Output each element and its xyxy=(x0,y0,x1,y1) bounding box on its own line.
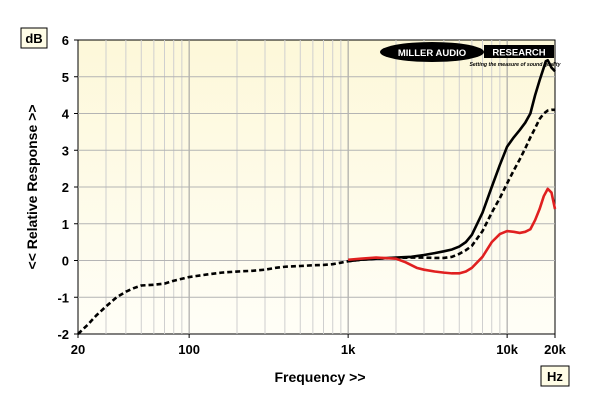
x-tick-label: 20 xyxy=(71,342,85,357)
series-line-2 xyxy=(347,58,556,263)
tick-labels: 6 5 4 3 2 1 0 -1 -220 100 1k 10k 20k xyxy=(57,33,566,357)
brand-logo: MILLER AUDIO RESEARCH Setting the measur… xyxy=(380,42,562,68)
x-unit-label: Hz xyxy=(547,369,563,384)
x-tick-label: 20k xyxy=(544,342,566,357)
x-tick-label: 100 xyxy=(178,342,200,357)
y-tick-label: 2 xyxy=(62,180,69,195)
series-line-3 xyxy=(348,187,557,275)
svg-text:Setting the measure of sound q: Setting the measure of sound quality xyxy=(469,62,561,68)
y-tick-label: -2 xyxy=(57,327,69,342)
x-axis-title: Frequency >> xyxy=(274,369,365,385)
y-axis-title: << Relative Response >> xyxy=(24,105,40,270)
series-layer xyxy=(77,58,557,335)
svg-text:RESEARCH: RESEARCH xyxy=(492,48,545,59)
y-tick-label: -1 xyxy=(57,290,69,305)
svg-text:MILLER AUDIO: MILLER AUDIO xyxy=(398,48,466,59)
y-tick-label: 4 xyxy=(62,107,70,122)
y-tick-label: 6 xyxy=(62,33,69,48)
grid-lines xyxy=(78,40,555,334)
x-unit-box: Hz xyxy=(540,365,570,387)
series-line-1 xyxy=(77,108,555,335)
x-tick-label: 10k xyxy=(496,342,518,357)
y-unit-box: dB xyxy=(20,27,48,49)
y-tick-label: 1 xyxy=(62,217,69,232)
y-tick-label: 0 xyxy=(62,254,69,269)
y-tick-label: 5 xyxy=(62,70,69,85)
x-tick-label: 1k xyxy=(341,342,356,357)
y-tick-label: 3 xyxy=(62,143,69,158)
y-unit-label: dB xyxy=(25,31,42,46)
